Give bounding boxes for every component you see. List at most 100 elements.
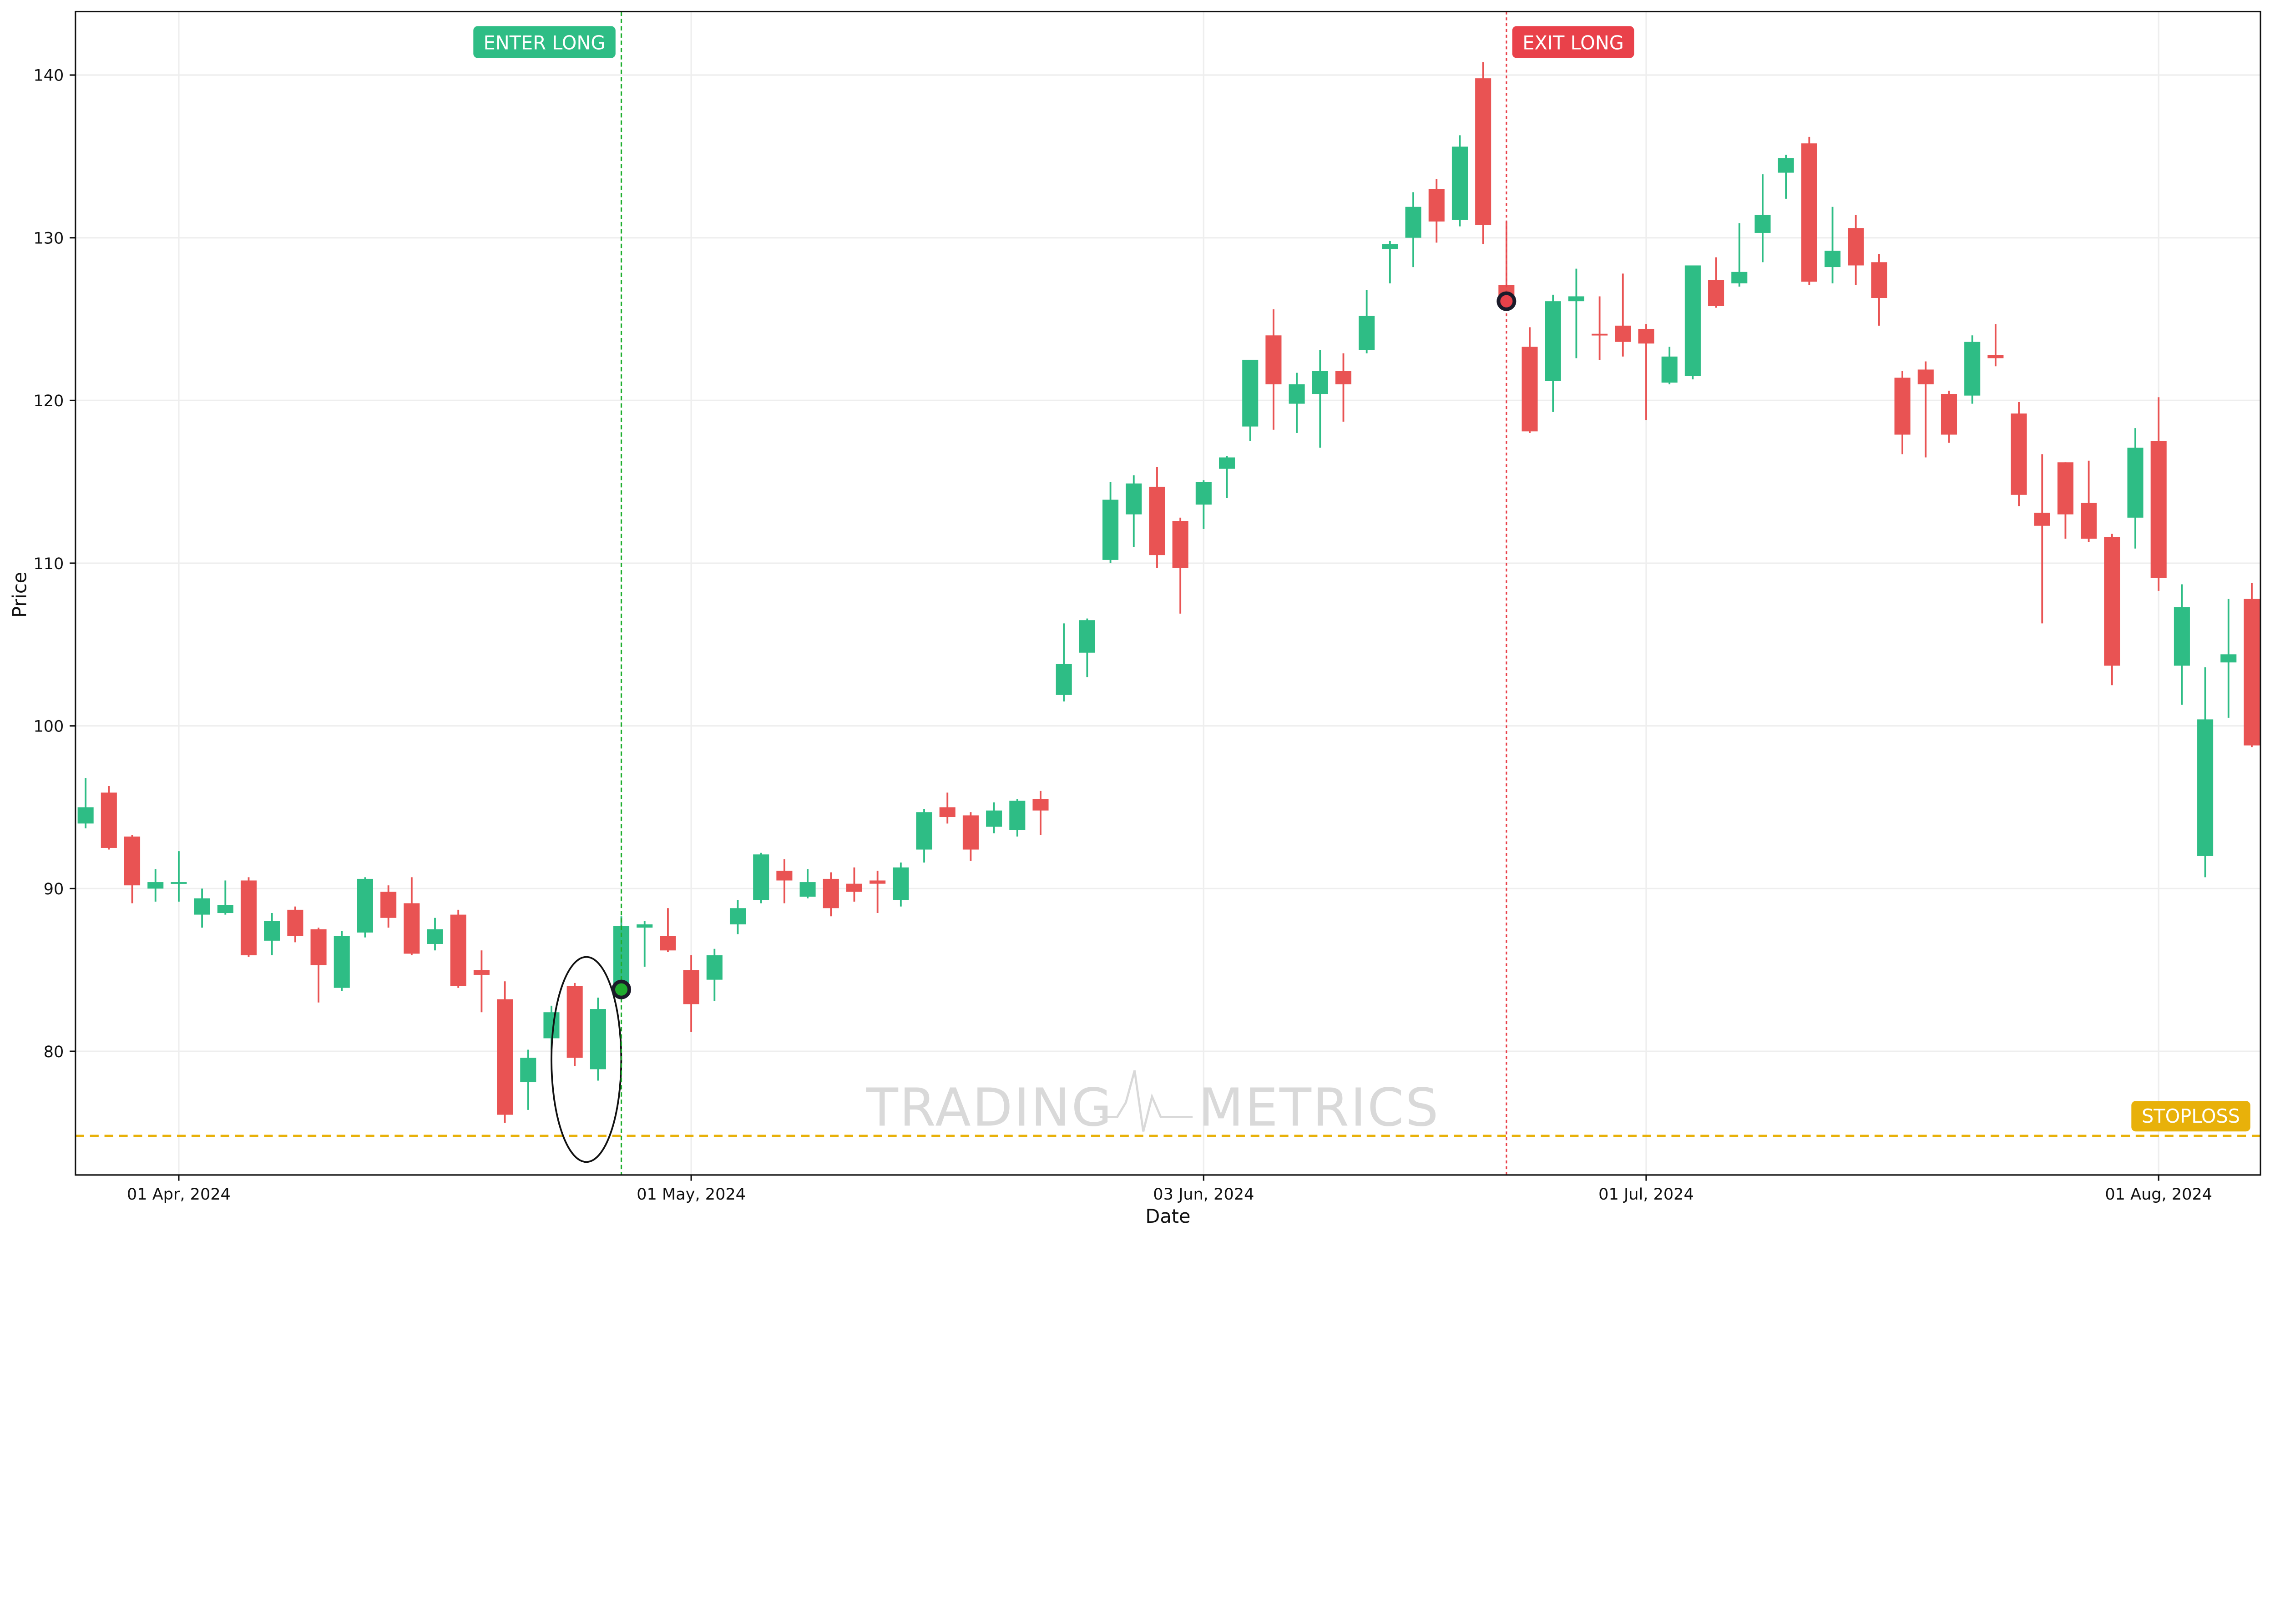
candle-up bbox=[1964, 335, 1981, 404]
candle-down bbox=[870, 871, 886, 913]
candle-body bbox=[240, 880, 257, 956]
candle-body bbox=[637, 924, 653, 928]
x-tick-label: 01 May, 2024 bbox=[637, 1185, 746, 1204]
candle-down bbox=[2011, 402, 2027, 506]
y-tick-label: 140 bbox=[33, 66, 64, 85]
enter-long-badge bbox=[473, 26, 616, 58]
candle-up bbox=[753, 852, 769, 903]
candle-down bbox=[404, 877, 420, 956]
candle-body bbox=[1102, 499, 1119, 560]
watermark-text: TRADING bbox=[866, 1077, 1113, 1138]
exit-long-badge bbox=[1512, 26, 1634, 58]
candle-body bbox=[1568, 296, 1584, 302]
candle-down bbox=[497, 981, 513, 1123]
candle-body bbox=[497, 999, 513, 1115]
candle-body bbox=[1592, 333, 1608, 336]
candle-up bbox=[2220, 599, 2237, 718]
candle-down bbox=[1149, 467, 1165, 568]
x-axis: 01 Apr, 2024 01 May, 2024 03 Jun, 2024 01 J… bbox=[127, 1175, 2212, 1204]
candle-down bbox=[240, 877, 257, 957]
y-tick-label: 90 bbox=[44, 880, 64, 898]
candle-up bbox=[1359, 290, 1375, 353]
candle-up bbox=[637, 921, 653, 967]
candle-body bbox=[939, 807, 956, 817]
candle-up bbox=[264, 913, 280, 956]
candle-up bbox=[427, 918, 443, 951]
candle-body bbox=[2081, 503, 2097, 539]
candle-body bbox=[706, 955, 723, 980]
candle-body bbox=[101, 792, 117, 848]
candle-body bbox=[1032, 799, 1049, 811]
candle-up bbox=[194, 888, 210, 928]
candle-down bbox=[1638, 324, 1654, 420]
y-tick-label: 120 bbox=[33, 392, 64, 410]
candle-up bbox=[1242, 359, 1259, 441]
candle-body bbox=[334, 936, 350, 988]
candle-up bbox=[520, 1049, 536, 1110]
candle-body bbox=[1684, 265, 1701, 376]
candles bbox=[77, 62, 2260, 1123]
candle-down bbox=[2034, 454, 2050, 624]
candle-body bbox=[1242, 359, 1259, 427]
candle-body bbox=[310, 929, 327, 965]
candle-down bbox=[380, 885, 397, 928]
x-tick-label: 01 Aug, 2024 bbox=[2105, 1185, 2212, 1204]
candle-down bbox=[1917, 361, 1934, 458]
candle-down bbox=[1894, 371, 1911, 454]
candle-body bbox=[1545, 301, 1561, 381]
candle-body bbox=[194, 898, 210, 915]
candle-body bbox=[1871, 262, 1887, 298]
candle-body bbox=[2034, 513, 2050, 526]
candle-body bbox=[2220, 654, 2237, 663]
candle-body bbox=[1941, 394, 1957, 435]
candle-body bbox=[1894, 378, 1911, 435]
candle-body bbox=[566, 986, 583, 1058]
candle-body bbox=[1009, 801, 1026, 830]
stoploss-label: STOPLOSS bbox=[2142, 1105, 2240, 1127]
candle-body bbox=[893, 867, 909, 900]
candle-up bbox=[1218, 455, 1235, 498]
candle-body bbox=[473, 970, 490, 975]
candle-body bbox=[1265, 335, 1282, 384]
candle-up bbox=[217, 880, 233, 915]
candle-body bbox=[171, 882, 187, 884]
candle-up bbox=[986, 802, 1002, 833]
candle-up bbox=[1731, 223, 1748, 287]
enter-long-label: ENTER LONG bbox=[484, 32, 606, 54]
candle-body bbox=[1056, 664, 1072, 695]
candle-up bbox=[357, 877, 373, 938]
candle-body bbox=[1172, 521, 1188, 568]
y-tick-label: 80 bbox=[44, 1043, 64, 1061]
candle-body bbox=[2244, 599, 2260, 746]
stoploss-badge bbox=[2131, 1101, 2250, 1132]
candle-body bbox=[962, 815, 979, 850]
y-tick-label: 110 bbox=[33, 555, 64, 573]
candle-body bbox=[380, 892, 397, 918]
candle-down bbox=[823, 872, 839, 917]
candle-down bbox=[2104, 534, 2120, 686]
candle-up bbox=[1545, 294, 1561, 412]
candle-body bbox=[1848, 228, 1864, 266]
candle-down bbox=[2081, 460, 2097, 542]
candle-down bbox=[939, 792, 956, 824]
candle-up bbox=[171, 851, 187, 902]
watermark-wave-icon bbox=[1100, 1070, 1193, 1132]
candle-up bbox=[799, 869, 816, 898]
candle-body bbox=[870, 880, 886, 884]
candle-body bbox=[1475, 78, 1491, 225]
candle-down bbox=[1475, 62, 1491, 244]
candle-up bbox=[1568, 268, 1584, 358]
candle-body bbox=[2127, 448, 2144, 518]
candle-up bbox=[1056, 623, 1072, 702]
candle-body bbox=[2197, 719, 2214, 856]
y-tick-label: 100 bbox=[33, 717, 64, 736]
x-axis-label: Date bbox=[1145, 1205, 1190, 1227]
candle-up bbox=[1405, 192, 1421, 267]
exit-long-label: EXIT LONG bbox=[1522, 32, 1624, 54]
candle-up bbox=[1684, 265, 1701, 379]
candle-up bbox=[1778, 155, 1794, 199]
y-tick-label: 130 bbox=[33, 229, 64, 247]
candle-body bbox=[1778, 158, 1794, 173]
candle-body bbox=[520, 1058, 536, 1083]
candle-body bbox=[729, 908, 746, 925]
